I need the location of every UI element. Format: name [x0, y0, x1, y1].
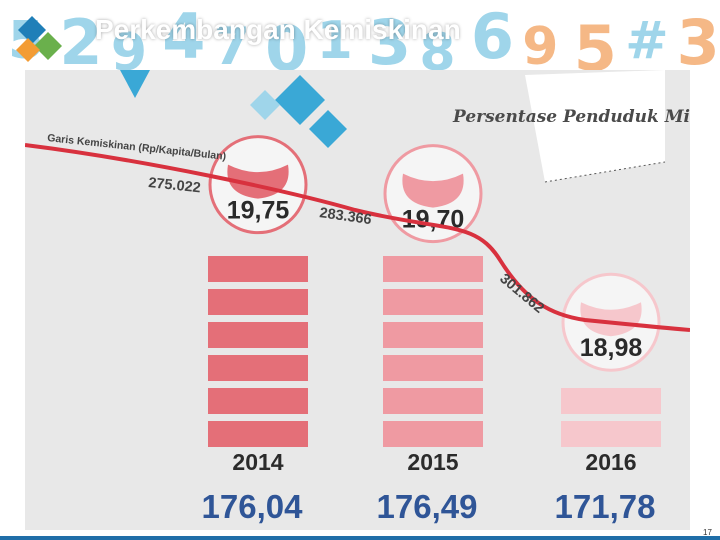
value-badge-fill	[402, 173, 464, 208]
header-digit: 0	[265, 12, 308, 70]
header-digit: 3	[368, 6, 411, 70]
count-label: 171,78	[555, 488, 656, 525]
blue-diamond-decoration	[250, 90, 280, 120]
header-digit: 2	[59, 6, 102, 70]
header-digit: 6	[471, 0, 514, 70]
bar-segment	[383, 421, 483, 447]
legend-card	[525, 70, 665, 182]
legend-card-border	[544, 161, 666, 183]
count-label: 176,04	[202, 488, 304, 525]
blue-diamond-decoration	[120, 70, 150, 98]
poverty-line-label: 283.366	[318, 205, 372, 228]
x-tick-label: 2016	[585, 449, 636, 475]
bar-segment	[383, 289, 483, 315]
bar-segment	[383, 388, 483, 414]
bar-2015	[383, 144, 483, 447]
poverty-line-name: Garis Kemiskinan (Rp/Kapita/Bulan)	[47, 132, 227, 163]
header-digit: 1	[317, 11, 353, 70]
bar-segment	[383, 322, 483, 348]
bar-segment	[208, 256, 308, 282]
poverty-line-label: 275.022	[148, 175, 202, 196]
header-digit-decoration: 529470138695#3	[8, 0, 720, 70]
header-digit: 3	[677, 6, 720, 70]
bar-2014	[208, 135, 308, 447]
bar-segment	[208, 355, 308, 381]
poverty-line	[25, 143, 690, 332]
poverty-line-label: 301.862	[496, 271, 546, 317]
bar-segment	[383, 355, 483, 381]
slide-title: Perkembangan Kemiskinan	[95, 14, 461, 45]
header-digit: 7	[214, 17, 250, 70]
bar-segment	[208, 388, 308, 414]
infographic-panel: Persentase Penduduk Miskin (Po) 19,75 2014…	[25, 70, 690, 530]
poverty-chart: Persentase Penduduk Miskin (Po) 19,75 2014…	[25, 70, 690, 525]
count-label: 176,49	[377, 488, 478, 525]
bottom-bar	[0, 536, 720, 540]
bar-segment	[561, 421, 661, 447]
header-digit: 9	[111, 23, 147, 70]
x-tick-label: 2015	[407, 449, 458, 475]
blue-diamond-decoration	[275, 75, 325, 125]
header-digit: #	[625, 11, 669, 70]
header-digit: 8	[419, 23, 455, 70]
chart-title: Persentase Penduduk Miskin (Po)	[452, 107, 690, 127]
x-tick-label: 2014	[232, 449, 283, 475]
header-digit: 5	[574, 12, 617, 70]
bar-segment	[208, 289, 308, 315]
header-digit: 4	[162, 0, 205, 70]
bar-segment	[208, 421, 308, 447]
data-label: 18,98	[580, 334, 643, 362]
bar-segment	[561, 388, 661, 414]
data-label: 19,75	[227, 197, 290, 225]
bar-segment	[208, 322, 308, 348]
bar-segment	[383, 256, 483, 282]
page-number: 17	[703, 528, 712, 537]
blue-diamond-decoration	[309, 110, 347, 148]
slide-header: 529470138695#3 Perkembangan Kemiskinan	[0, 0, 720, 70]
bps-logo	[16, 16, 62, 62]
header-digit: 9	[522, 17, 558, 70]
value-badge-fill	[580, 302, 642, 337]
